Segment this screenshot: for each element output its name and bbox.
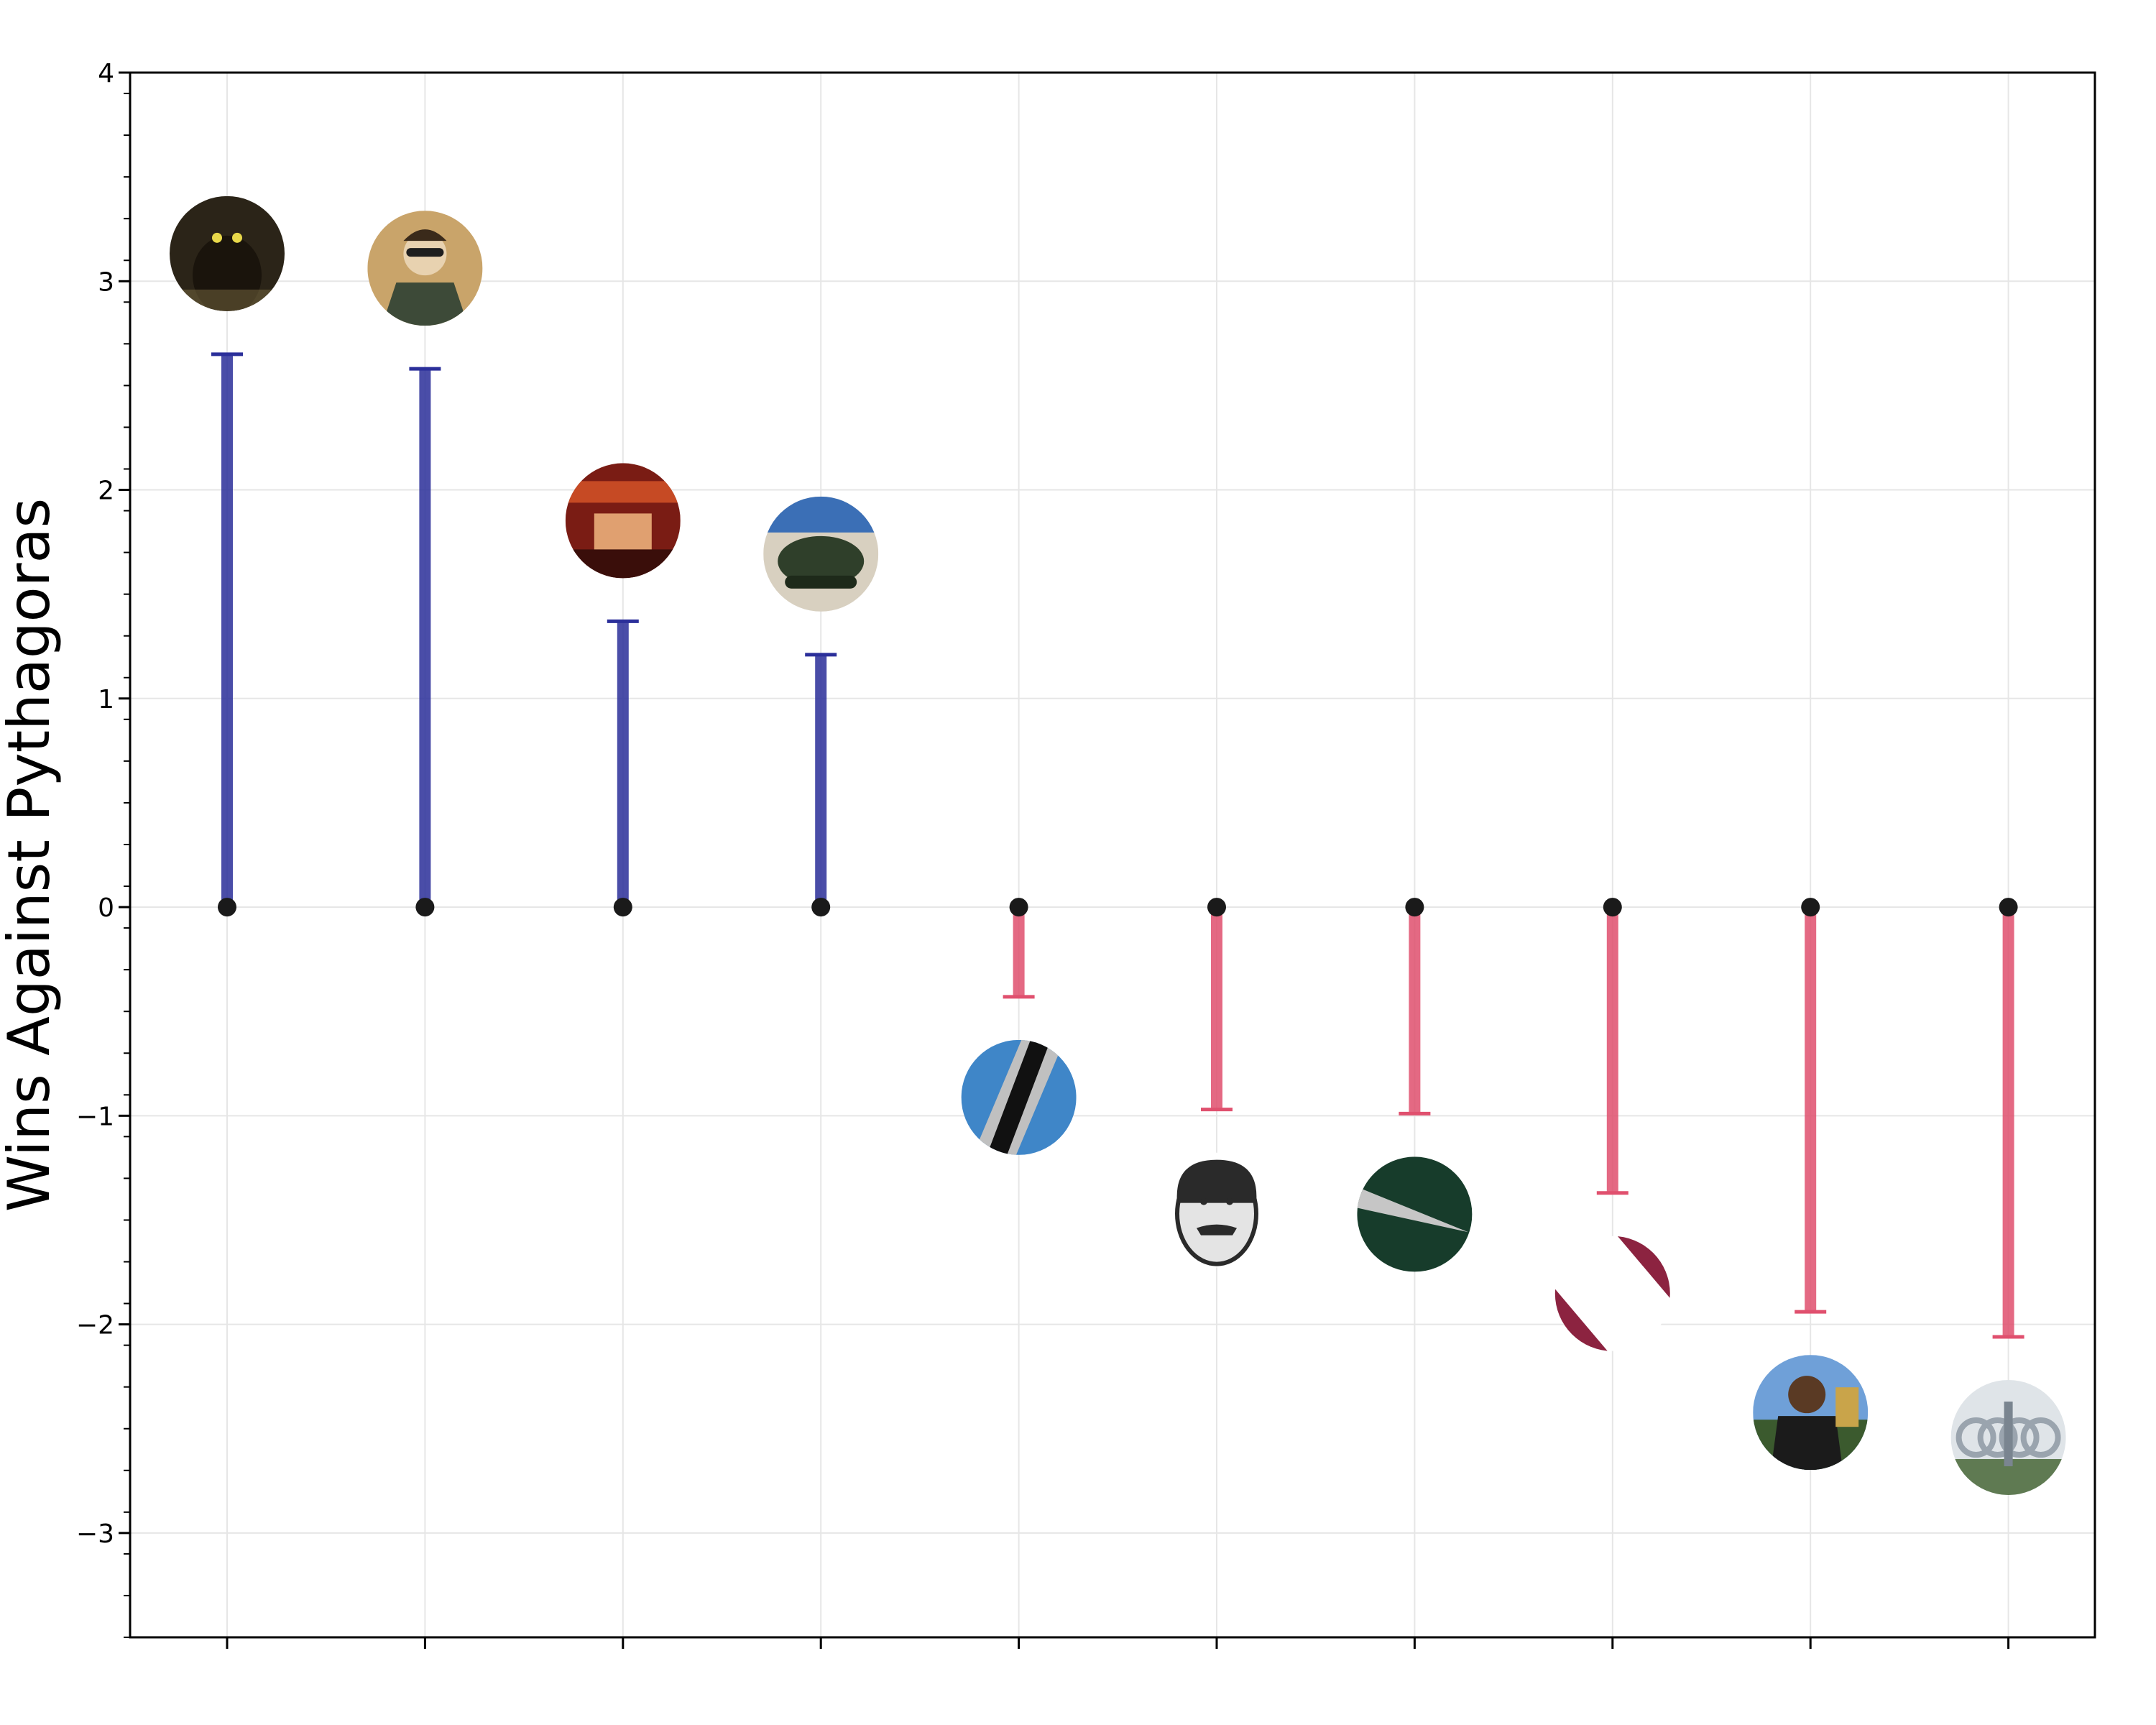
eye — [212, 232, 222, 243]
base-dot — [811, 898, 831, 917]
y-tick-label: −2 — [76, 1311, 114, 1340]
hair — [1176, 1159, 1257, 1203]
plot-frame — [129, 71, 2096, 1639]
dark-green-flag-icon — [1357, 1156, 1473, 1272]
ring — [1999, 1417, 2040, 1458]
base-dot — [1207, 898, 1226, 917]
sled — [785, 575, 857, 589]
base-dot — [1999, 898, 2018, 917]
base-dot — [218, 898, 236, 917]
movie-poster-oceans-eight-icon — [565, 463, 681, 579]
ring — [2020, 1417, 2061, 1458]
base-dot — [1009, 898, 1028, 917]
grid-lines — [130, 72, 2095, 1637]
ring — [1955, 1417, 1996, 1458]
base-dot — [1603, 898, 1622, 917]
pillar — [2004, 1402, 2013, 1467]
icons-layer — [170, 196, 2066, 1496]
bobsled-team-icon — [763, 496, 879, 612]
ring — [1977, 1417, 2018, 1458]
stems-layer — [211, 352, 2024, 1339]
eye — [1200, 1197, 1207, 1205]
head — [1788, 1376, 1826, 1414]
axis-ticks: −3 −2 −1 0 1 2 3 4 — [76, 59, 2010, 1649]
trophy — [1835, 1387, 1859, 1427]
jersey — [1771, 1416, 1843, 1471]
y-tick-label: 1 — [98, 685, 114, 714]
y-tick-label: 2 — [98, 477, 114, 506]
maroon-white-flag-icon — [1554, 1236, 1670, 1351]
banner — [565, 481, 681, 503]
y-tick-label: −1 — [76, 1102, 114, 1131]
y-tick-label: 0 — [98, 893, 114, 923]
stripe-dark — [982, 1039, 1055, 1155]
mustached-man-engraving-icon — [1159, 1152, 1274, 1268]
sky — [763, 496, 879, 533]
base-dot — [415, 898, 435, 917]
glowing-eyes-cat-icon — [170, 196, 285, 311]
eye — [1226, 1197, 1233, 1205]
y-tick-label: 4 — [98, 59, 114, 88]
olympic-rings-monument-icon — [1950, 1380, 2066, 1496]
y-tick-label: 3 — [98, 267, 114, 297]
pilot-with-aviators-icon — [367, 211, 483, 326]
eye — [232, 232, 242, 243]
team — [778, 535, 865, 586]
mustache — [1197, 1224, 1237, 1236]
stripe — [1357, 1185, 1469, 1233]
sunglasses — [406, 248, 444, 257]
blue-black-striped-flag-icon — [961, 1039, 1077, 1155]
jacket — [382, 282, 469, 326]
base-dot — [613, 898, 632, 917]
football-player-trophy-icon — [1753, 1355, 1869, 1471]
floor — [565, 549, 681, 579]
hair — [403, 229, 447, 242]
y-tick-label: −3 — [76, 1519, 114, 1549]
y-axis-label: Wins Against Pythagoras — [0, 498, 63, 1212]
base-dot — [1405, 898, 1424, 917]
base-dot — [1801, 898, 1820, 917]
